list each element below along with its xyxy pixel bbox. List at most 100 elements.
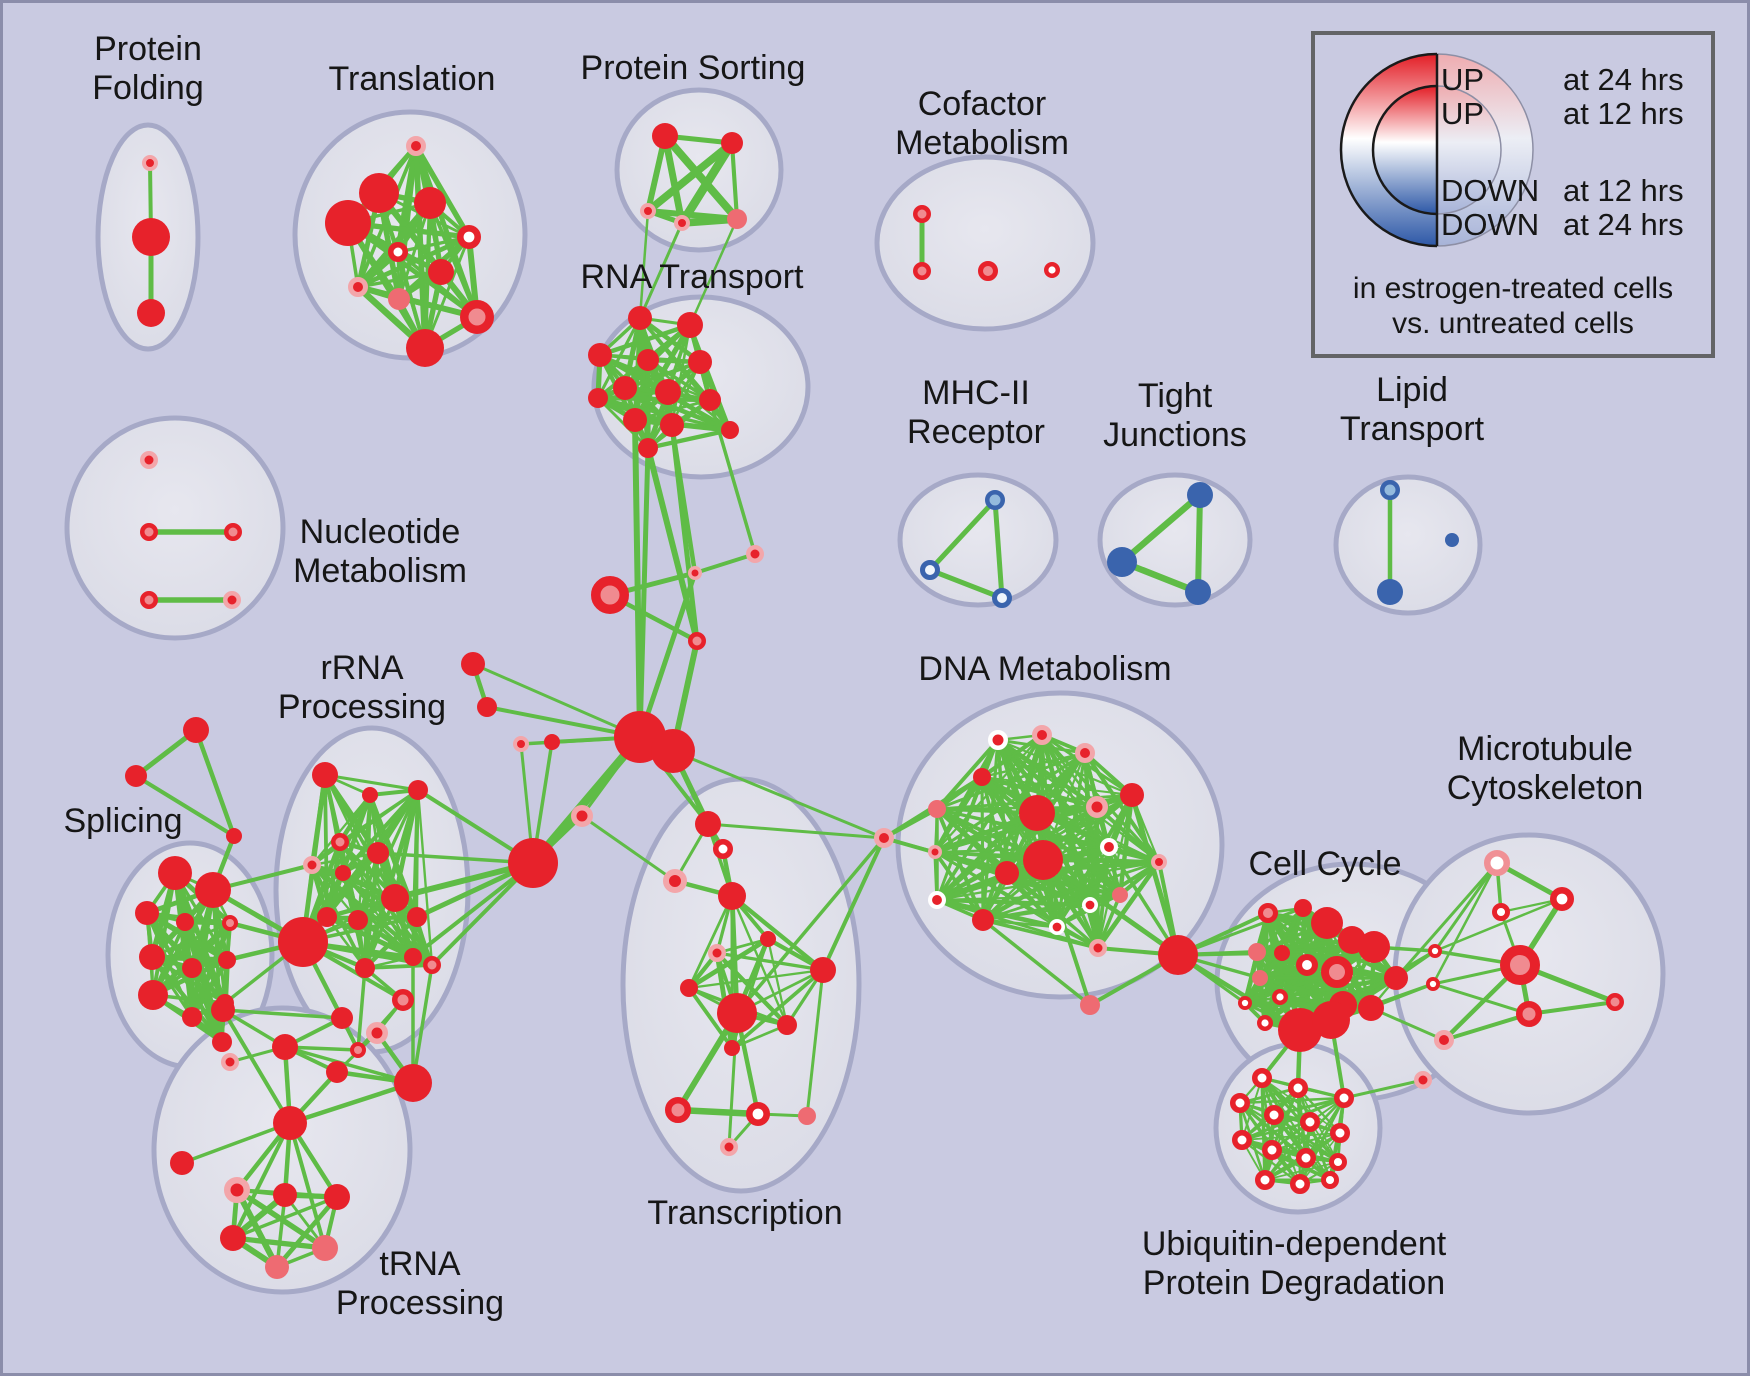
gene-node-rr16: [392, 989, 414, 1011]
gene-node-mt6: [1516, 1001, 1542, 1027]
gene-node-cc11: [1271, 989, 1288, 1006]
gene-node-n2: [140, 523, 158, 541]
edge-e4-cc15: [1369, 1006, 1446, 1042]
gene-node-d1: [988, 730, 1008, 750]
edge-e2-mt6: [1431, 982, 1531, 1016]
cluster-label-cofactor-metabolism-line1: Cofactor: [918, 85, 1047, 123]
gene-node-t6: [388, 242, 408, 262]
gene-node-rr17: [331, 1007, 353, 1029]
edge-m1-m2: [927, 497, 998, 573]
gene-node-tn9: [224, 1177, 250, 1203]
gene-node-r2: [677, 312, 703, 338]
edge-d4-d6: [979, 774, 1100, 810]
gene-node-d14: [928, 891, 947, 910]
gene-node-sp6: [139, 944, 165, 970]
gene-node-rr1: [312, 762, 338, 788]
edge-x6-x8: [715, 951, 825, 972]
gene-node-g4: [513, 736, 529, 752]
cluster-label-nucleotide-metabolism-line1: Nucleotide: [300, 513, 461, 551]
gene-node-d4: [973, 768, 991, 786]
edge-d14-d18: [935, 893, 1122, 902]
cluster-label-protein-folding-line2: Folding: [92, 69, 204, 107]
edge-t5-t6: [396, 235, 471, 254]
cluster-ellipse-cofactor-metabolism: [874, 154, 1096, 332]
gene-node-d2: [1032, 725, 1052, 745]
gene-node-n5: [223, 591, 241, 609]
edge-k2-h1: [637, 570, 698, 740]
edge-r8-r13: [596, 396, 732, 432]
gene-node-ps5: [727, 209, 747, 229]
gene-node-sp10: [182, 1007, 202, 1027]
cluster-label-tight-junctions-line2: Junctions: [1103, 416, 1247, 454]
gene-node-l3: [1377, 579, 1403, 605]
gene-node-r8: [588, 388, 608, 408]
edge-tr1-tr3: [193, 727, 237, 839]
gene-node-ub7: [1330, 1123, 1350, 1143]
edge-ps1-ps5: [661, 132, 741, 223]
edge-ub3-ub6: [1238, 1096, 1346, 1105]
gene-node-ub1: [1252, 1068, 1272, 1088]
edge-mt1-e2: [1431, 861, 1499, 986]
gene-node-n4: [140, 591, 158, 609]
gene-node-m1: [985, 490, 1005, 510]
cluster-label-trna-processing-line2: Processing: [336, 1284, 504, 1322]
edge-tn10-tn14: [275, 1193, 287, 1269]
edge-cc2-cc6: [1255, 906, 1305, 954]
gene-node-k2: [688, 566, 702, 580]
edge-d18-d19: [1096, 893, 1122, 950]
cluster-ellipse-trna-processing: [151, 1005, 413, 1295]
edge-e5-ub6: [1342, 1078, 1425, 1100]
gene-node-x6: [708, 944, 726, 962]
gene-node-ps3: [640, 203, 656, 219]
edge-ps1-ps4: [661, 132, 686, 227]
gene-node-d9: [1023, 840, 1063, 880]
cluster-label-cell-cycle-line1: Cell Cycle: [1248, 845, 1401, 883]
edge-r5-r12: [646, 360, 702, 450]
gene-node-cf4: [1043, 262, 1060, 279]
gene-node-rr7: [335, 865, 351, 881]
edge-x7-x10: [766, 937, 789, 1027]
edge-d9-d20: [1041, 858, 1092, 1007]
gene-node-cc5: [1358, 931, 1390, 963]
edge-sp5-sp6: [150, 921, 232, 959]
gene-node-dc: [1158, 935, 1198, 975]
edge-d8-d19: [1035, 811, 1100, 950]
edge-ps4-r1: [638, 221, 684, 320]
gene-node-d19: [1089, 939, 1107, 957]
edge-rr15-tn6: [411, 963, 434, 1085]
gene-node-t11: [406, 329, 444, 367]
gene-node-d16: [1082, 896, 1099, 913]
gene-node-e4: [1434, 1030, 1454, 1050]
cluster-ellipse-lipid-transport: [1333, 474, 1483, 616]
gene-node-tj3: [1185, 579, 1211, 605]
gene-node-g2: [461, 652, 485, 676]
gene-node-d20: [1080, 995, 1100, 1015]
gene-node-t7: [428, 259, 454, 285]
gene-node-n1: [140, 451, 158, 469]
gene-node-sp7: [182, 958, 202, 978]
gene-node-rr5: [303, 856, 321, 874]
gene-node-tj2: [1107, 547, 1137, 577]
gene-node-t10: [460, 300, 494, 334]
edge-d15-d19: [981, 918, 1100, 950]
legend-time-4: at 24 hrs: [1563, 207, 1684, 242]
edge-tn2-tn6: [283, 1045, 415, 1085]
edge-rr10-rr14: [325, 915, 367, 970]
edge-e4-mt6: [1442, 1012, 1531, 1042]
legend-time-1: at 24 hrs: [1563, 62, 1684, 97]
edge-d11-d12: [933, 845, 1111, 854]
gene-node-sp4: [176, 913, 194, 931]
edge-rr5-rr6: [310, 851, 380, 867]
gene-node-pf3: [137, 299, 165, 327]
edge-m1-m3: [992, 497, 1005, 601]
gene-node-d13: [1151, 854, 1167, 870]
cluster-label-trna-processing-line1: tRNA: [379, 1245, 461, 1283]
cluster-label-lipid-transport-line2: Transport: [1340, 410, 1485, 448]
gene-node-ub13: [1290, 1174, 1310, 1194]
edge-ps3-r1: [638, 209, 650, 320]
edge-m2-m3: [927, 567, 1005, 601]
edge-rr14-rr18: [356, 966, 367, 1052]
gene-node-tn11: [324, 1184, 350, 1210]
gene-node-rr9: [407, 907, 427, 927]
edge-x14-x8: [805, 968, 825, 1118]
